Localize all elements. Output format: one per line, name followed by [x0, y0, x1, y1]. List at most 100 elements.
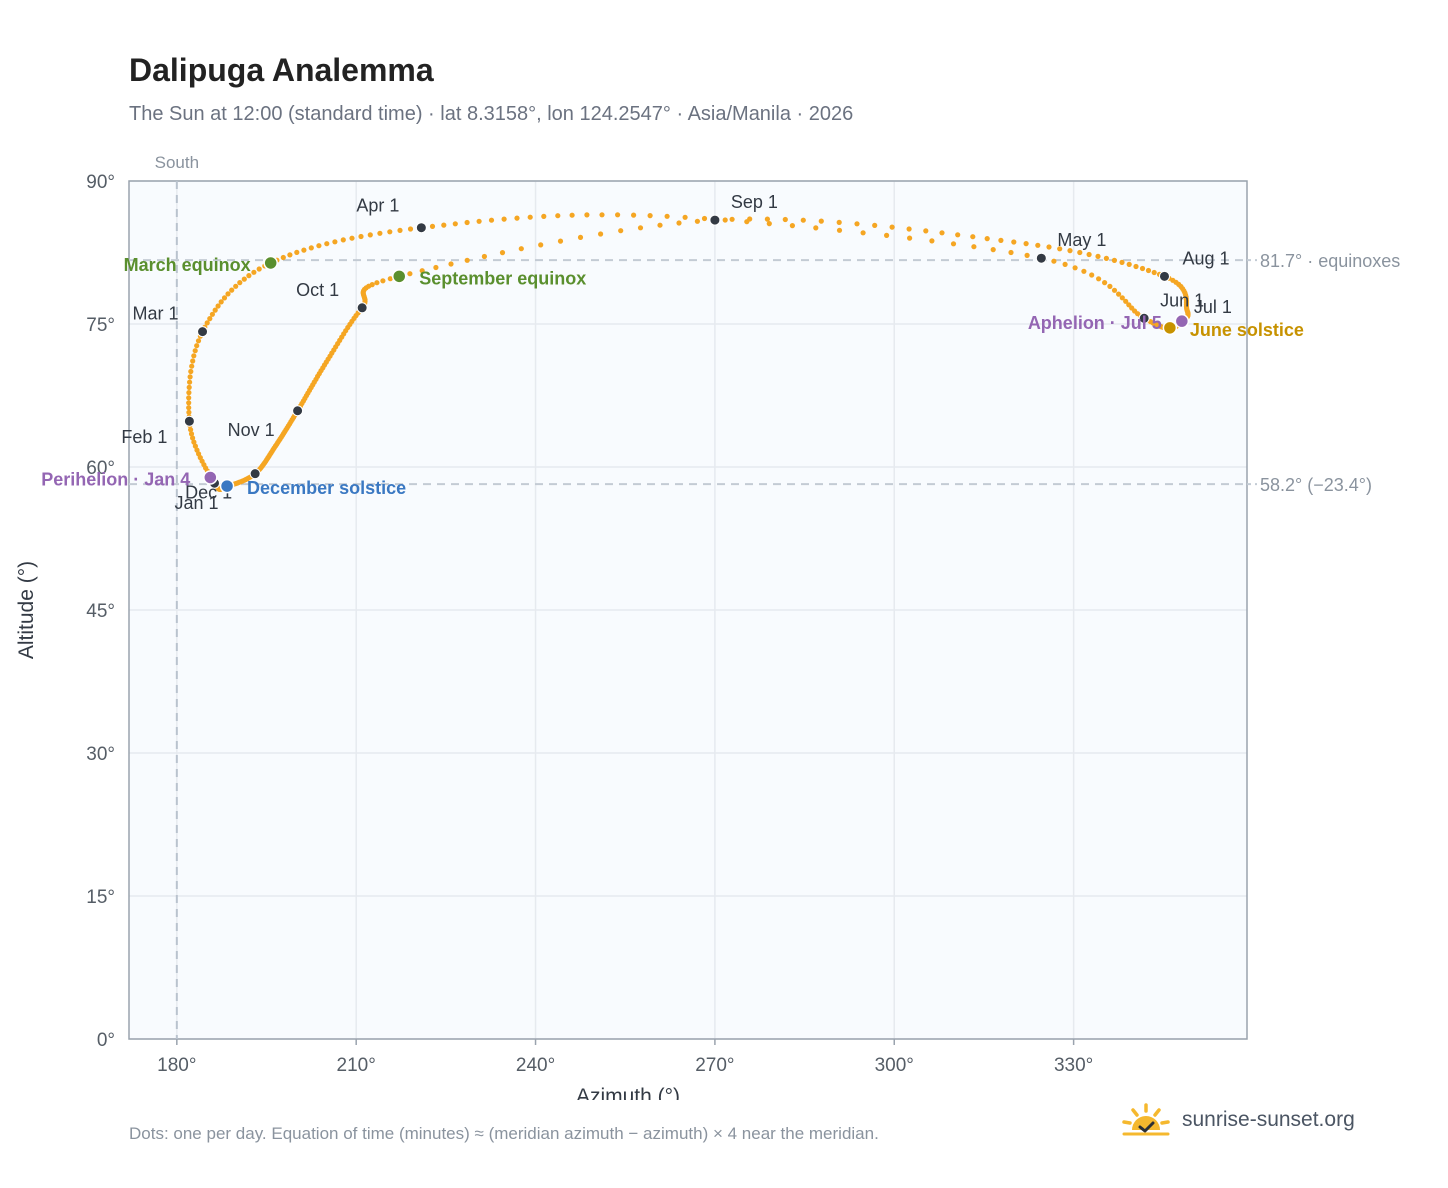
day-dot: [676, 220, 682, 226]
month-label: Jun 1: [1160, 290, 1204, 310]
chart-title: Dalipuga Analemma: [129, 52, 434, 88]
day-dot: [301, 247, 307, 253]
event-marker: [203, 470, 218, 485]
day-dot: [527, 214, 533, 220]
day-dot: [1051, 258, 1057, 264]
day-dot: [187, 379, 193, 385]
day-dot: [789, 223, 796, 229]
day-dot: [955, 232, 961, 238]
month-marker: [356, 302, 368, 314]
month-label: Apr 1: [356, 196, 399, 216]
day-dot: [1011, 239, 1017, 245]
day-dot: [358, 233, 364, 240]
day-dot: [618, 228, 624, 234]
day-dot: [1126, 261, 1132, 267]
day-dot: [256, 266, 262, 272]
month-label: Feb 1: [121, 427, 167, 447]
sun-logo-icon: [1122, 1103, 1170, 1136]
day-dot: [481, 253, 487, 260]
day-dot: [192, 443, 198, 449]
day-dot: [939, 230, 945, 236]
day-dot: [186, 405, 192, 411]
day-dot: [349, 235, 355, 241]
day-dot: [225, 291, 231, 297]
day-dot: [860, 230, 866, 236]
day-dot: [990, 247, 996, 253]
day-dot: [598, 231, 604, 237]
day-dot: [657, 222, 663, 228]
day-dot: [637, 225, 644, 231]
day-dot: [188, 431, 195, 437]
day-dot: [722, 217, 728, 223]
day-dot: [569, 212, 575, 218]
day-dot: [764, 216, 771, 222]
day-dot: [813, 225, 819, 231]
day-dot: [387, 276, 393, 282]
event-marker: [1174, 313, 1190, 329]
day-dot: [332, 239, 338, 245]
day-dot: [747, 216, 753, 222]
month-marker: [415, 222, 427, 234]
day-dot: [194, 447, 200, 453]
month-label: Mar 1: [133, 304, 179, 324]
day-dot: [188, 368, 194, 375]
reference-line-label: 81.7° · equinoxes: [1260, 251, 1400, 271]
day-dot: [631, 212, 637, 218]
month-marker: [1138, 312, 1150, 324]
day-dot: [189, 363, 195, 369]
day-dot: [998, 237, 1004, 243]
footnote: Dots: one per day. Equation of time (min…: [129, 1124, 879, 1143]
event-label: March equinox: [124, 255, 251, 275]
event-marker: [391, 269, 407, 284]
day-dot: [1151, 269, 1157, 276]
month-label: Jul 1: [1194, 297, 1232, 317]
day-dot: [1119, 295, 1125, 301]
day-dot: [186, 390, 192, 396]
day-dot: [929, 238, 935, 244]
month-label: Oct 1: [296, 280, 339, 300]
month-label: Jan 1: [174, 493, 218, 513]
brand[interactable]: sunrise-sunset.org: [1120, 1102, 1355, 1138]
day-dot: [441, 222, 447, 228]
x-tick-label: 240°: [516, 1055, 555, 1076]
day-dot: [1116, 291, 1122, 297]
day-dot: [800, 217, 806, 223]
event-label: December solstice: [247, 478, 406, 498]
day-dot: [854, 221, 860, 227]
day-dot: [186, 384, 192, 390]
y-tick-label: 45°: [86, 601, 115, 622]
event-label: Perihelion · Jan 4: [41, 469, 190, 489]
chart-subtitle: The Sun at 12:00 (standard time) · lat 8…: [129, 103, 854, 125]
day-dot: [187, 374, 193, 380]
day-dot: [190, 435, 196, 441]
day-dot: [1077, 249, 1083, 256]
day-dot: [204, 320, 210, 326]
day-dot: [1111, 287, 1118, 293]
month-marker: [1035, 252, 1047, 264]
day-dot: [599, 212, 605, 218]
day-dot: [615, 212, 621, 218]
event-label: Aphelion · Jul 5: [1028, 313, 1162, 333]
day-dot: [577, 234, 584, 240]
month-marker: [709, 214, 721, 226]
month-label: May 1: [1057, 230, 1106, 250]
month-label: Nov 1: [228, 420, 275, 440]
brand-name[interactable]: sunrise-sunset.org: [1182, 1108, 1355, 1131]
day-dot: [906, 226, 912, 232]
day-dot: [316, 243, 322, 249]
day-dot: [192, 348, 198, 354]
day-dot: [233, 283, 239, 289]
day-dot: [1024, 252, 1030, 258]
day-dot: [186, 400, 192, 406]
day-dot: [280, 254, 286, 261]
day-dot: [186, 409, 192, 415]
day-dot: [190, 358, 196, 364]
day-dot: [1111, 257, 1117, 263]
day-dot: [1139, 265, 1146, 272]
day-dot: [464, 219, 470, 226]
x-axis-label: Azimuth (°): [576, 1085, 680, 1100]
y-tick-label: 75°: [86, 315, 115, 336]
day-dot: [836, 219, 842, 225]
day-dot: [212, 307, 218, 313]
day-dot: [694, 218, 701, 224]
